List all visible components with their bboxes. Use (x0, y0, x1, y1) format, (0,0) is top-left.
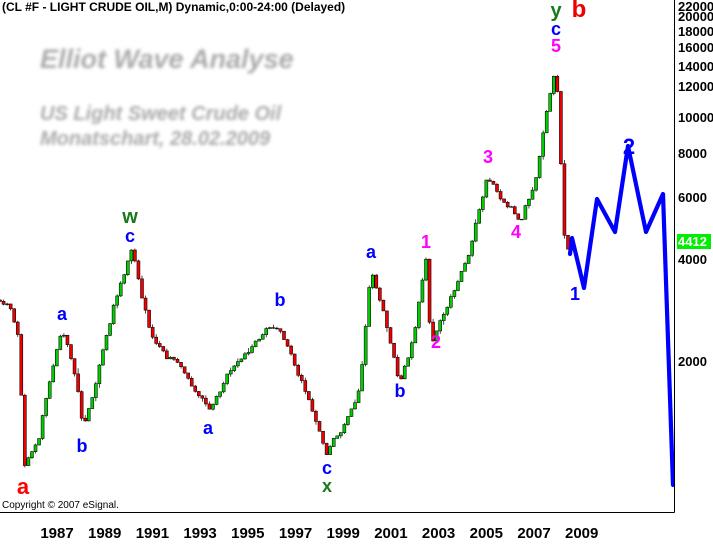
svg-text:1997: 1997 (279, 525, 312, 542)
svg-text:10000: 10000 (678, 110, 713, 125)
svg-text:8000: 8000 (678, 146, 707, 161)
svg-text:4: 4 (511, 222, 521, 242)
svg-text:c: c (322, 458, 332, 478)
svg-text:2001: 2001 (374, 525, 407, 542)
svg-text:1995: 1995 (231, 525, 264, 542)
svg-text:3: 3 (483, 147, 493, 167)
svg-text:a: a (17, 474, 30, 499)
svg-text:2005: 2005 (470, 525, 503, 542)
svg-text:x: x (322, 476, 332, 496)
svg-text:Copyright © 2007 eSignal.: Copyright © 2007 eSignal. (2, 500, 119, 511)
svg-text:6000: 6000 (678, 190, 707, 205)
svg-text:y: y (550, 0, 562, 22)
svg-text:1999: 1999 (327, 525, 360, 542)
svg-text:20000: 20000 (678, 9, 713, 24)
svg-text:1989: 1989 (88, 525, 121, 542)
svg-text:5: 5 (551, 36, 561, 56)
svg-text:2000: 2000 (678, 354, 707, 369)
svg-text:16000: 16000 (678, 40, 713, 55)
svg-text:12000: 12000 (678, 79, 713, 94)
svg-text:Monatschart, 28.02.2009: Monatschart, 28.02.2009 (40, 128, 271, 150)
svg-text:b: b (572, 0, 587, 23)
svg-text:1: 1 (570, 284, 580, 304)
svg-text:(CL #F - LIGHT CRUDE OIL,M) Dy: (CL #F - LIGHT CRUDE OIL,M) Dynamic,0:00… (2, 0, 345, 14)
svg-text:US Light Sweet Crude Oil: US Light Sweet Crude Oil (40, 103, 282, 125)
svg-text:a: a (57, 304, 68, 324)
svg-text:2003: 2003 (422, 525, 455, 542)
svg-text:a: a (366, 242, 377, 262)
svg-text:1991: 1991 (136, 525, 169, 542)
svg-text:4412: 4412 (678, 234, 707, 249)
svg-text:c: c (125, 226, 135, 246)
svg-text:14000: 14000 (678, 59, 713, 74)
svg-text:c: c (551, 19, 561, 39)
svg-text:b: b (77, 436, 88, 456)
svg-text:2007: 2007 (517, 525, 550, 542)
svg-text:2: 2 (431, 332, 441, 352)
svg-text:18000: 18000 (678, 24, 713, 39)
svg-text:2009: 2009 (565, 525, 598, 542)
svg-text:b: b (275, 290, 286, 310)
svg-text:1993: 1993 (183, 525, 216, 542)
svg-text:w: w (121, 206, 138, 228)
svg-text:1987: 1987 (40, 525, 73, 542)
svg-text:Elliot Wave Analyse: Elliot Wave Analyse (40, 44, 294, 74)
svg-text:4000: 4000 (678, 252, 707, 267)
svg-text:2: 2 (623, 134, 635, 159)
svg-text:a: a (203, 418, 214, 438)
svg-text:1: 1 (421, 232, 431, 252)
svg-text:b: b (395, 381, 406, 401)
